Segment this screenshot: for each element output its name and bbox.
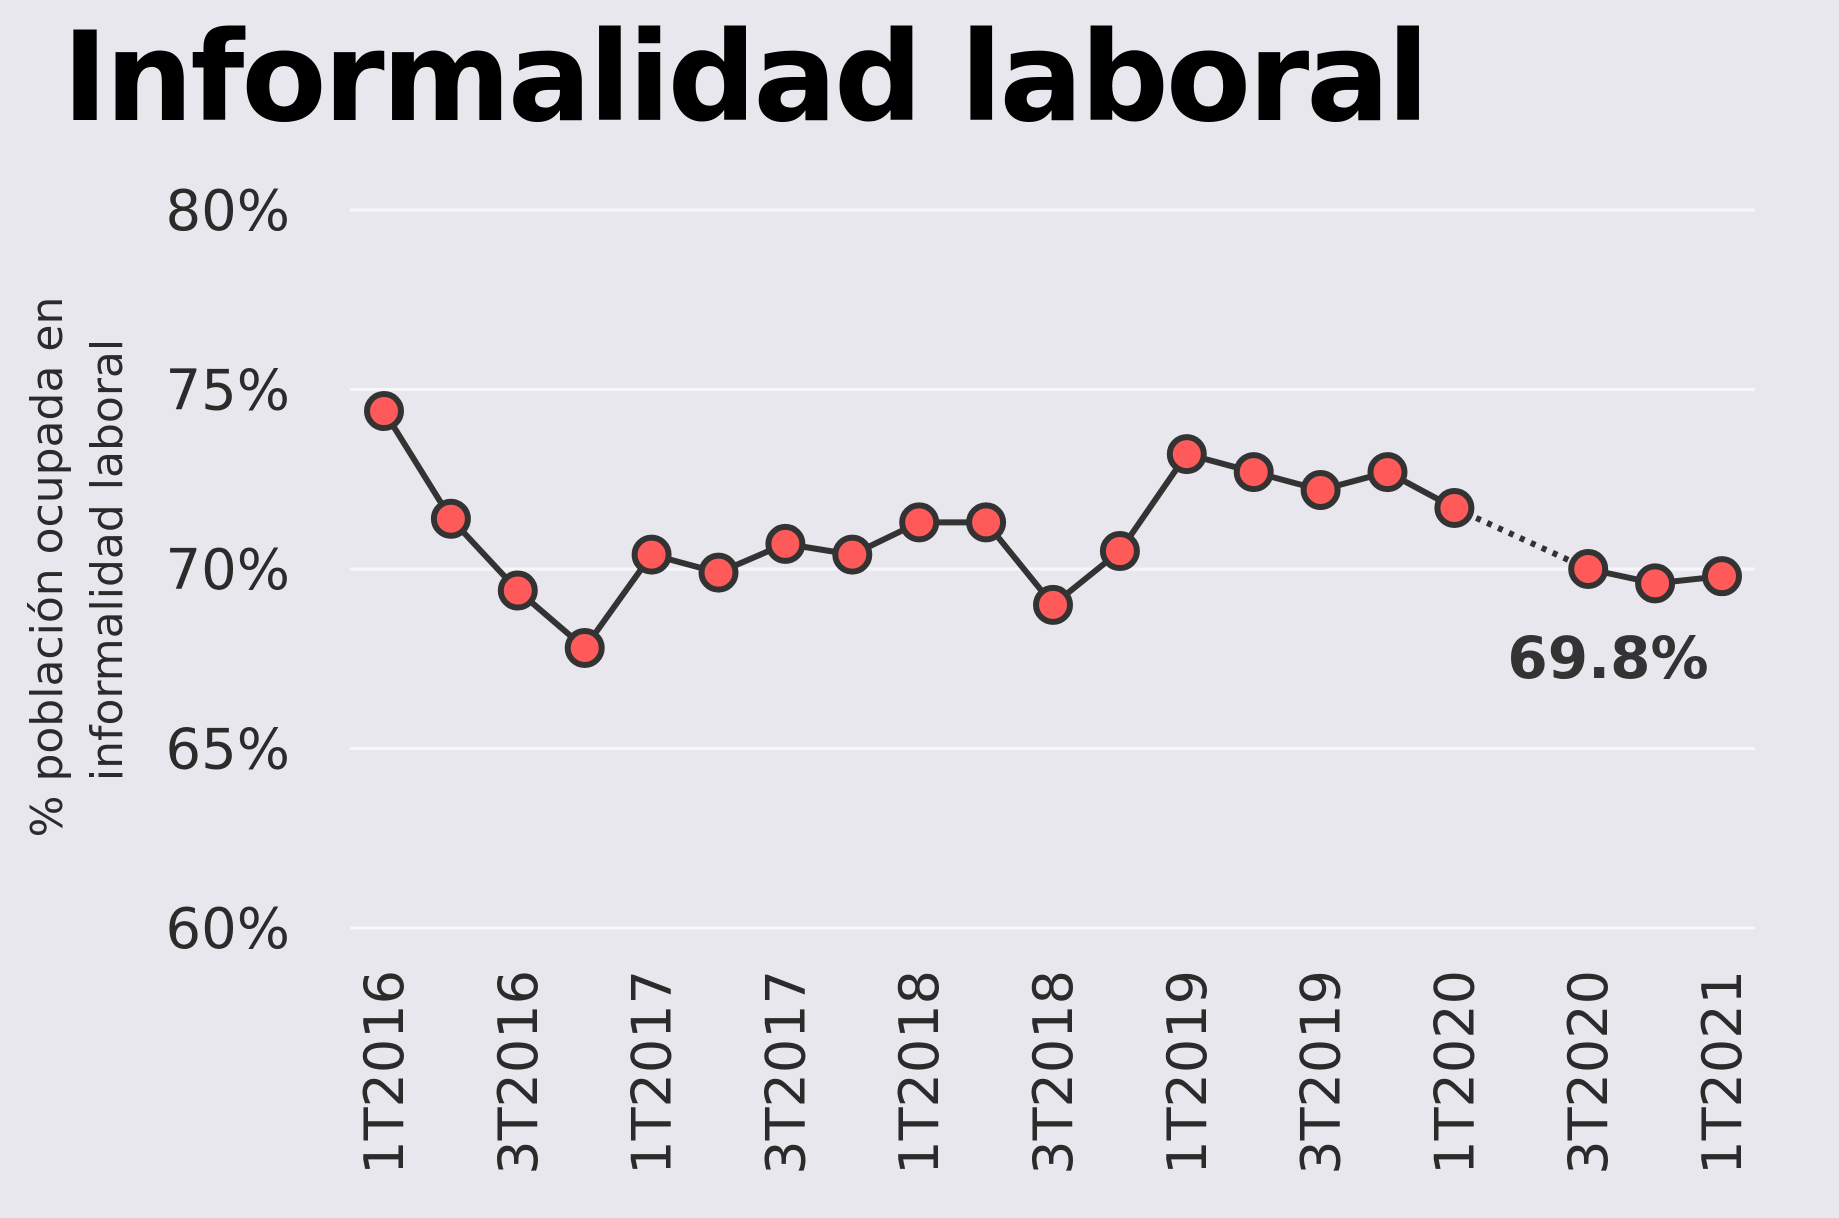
y-axis-label-line-1: % población ocupada en: [22, 297, 73, 838]
data-point: [1233, 452, 1274, 493]
x-tick-label: 3T2020: [1557, 970, 1620, 1175]
data-point: [1300, 470, 1341, 511]
chart-title: Informalidad laboral: [62, 6, 1429, 150]
data-point: [966, 502, 1007, 543]
data-point: [430, 498, 471, 539]
y-tick-label: 70%: [166, 538, 290, 603]
data-point: [1367, 452, 1408, 493]
x-axis-ticks: 1T2016 3T2016 1T2017 3T2017 1T2018 3T2018 1T20…: [353, 970, 1754, 1175]
data-point: [631, 534, 672, 575]
data-point: [765, 523, 806, 564]
data-point: [1434, 487, 1475, 528]
series-markers: [364, 391, 1742, 668]
x-tick-label: 1T2019: [1156, 970, 1219, 1175]
data-point: [1033, 584, 1073, 625]
last-value-label: 69.8%: [1507, 624, 1708, 692]
x-tick-label: 1T2017: [621, 970, 684, 1175]
x-tick-label: 1T2018: [888, 970, 951, 1175]
x-tick-label: 3T2016: [487, 970, 550, 1175]
x-tick-label: 1T2016: [353, 970, 416, 1175]
data-point: [364, 391, 404, 432]
y-axis-ticks: 60% 65% 70% 75% 80%: [166, 179, 290, 962]
x-tick-label: 3T2017: [754, 970, 817, 1175]
y-tick-label: 65%: [166, 718, 290, 783]
y-tick-label: 80%: [166, 179, 290, 244]
x-tick-label: 3T2019: [1290, 970, 1353, 1175]
data-point: [832, 534, 873, 575]
data-point: [899, 502, 940, 543]
y-tick-label: 60%: [166, 897, 290, 962]
y-axis-label: % población ocupada en informalidad labo…: [22, 283, 133, 838]
x-tick-label: 1T2020: [1423, 970, 1486, 1175]
y-axis-label-line-2: informalidad laboral: [82, 339, 133, 781]
data-point: [1099, 531, 1140, 572]
data-point: [497, 570, 538, 611]
series-line-segment: [381, 408, 454, 522]
series-gap-dotted-line: [1453, 505, 1590, 572]
x-tick-label: 3T2018: [1022, 970, 1085, 1175]
data-point: [1702, 556, 1742, 597]
data-point: [1166, 434, 1207, 475]
data-point: [1568, 549, 1609, 589]
data-point: [698, 552, 739, 593]
data-point: [564, 627, 605, 668]
x-tick-label: 1T2021: [1691, 970, 1754, 1175]
gridlines: [350, 208, 1755, 930]
data-point: [1635, 563, 1676, 604]
y-tick-label: 75%: [166, 359, 290, 424]
